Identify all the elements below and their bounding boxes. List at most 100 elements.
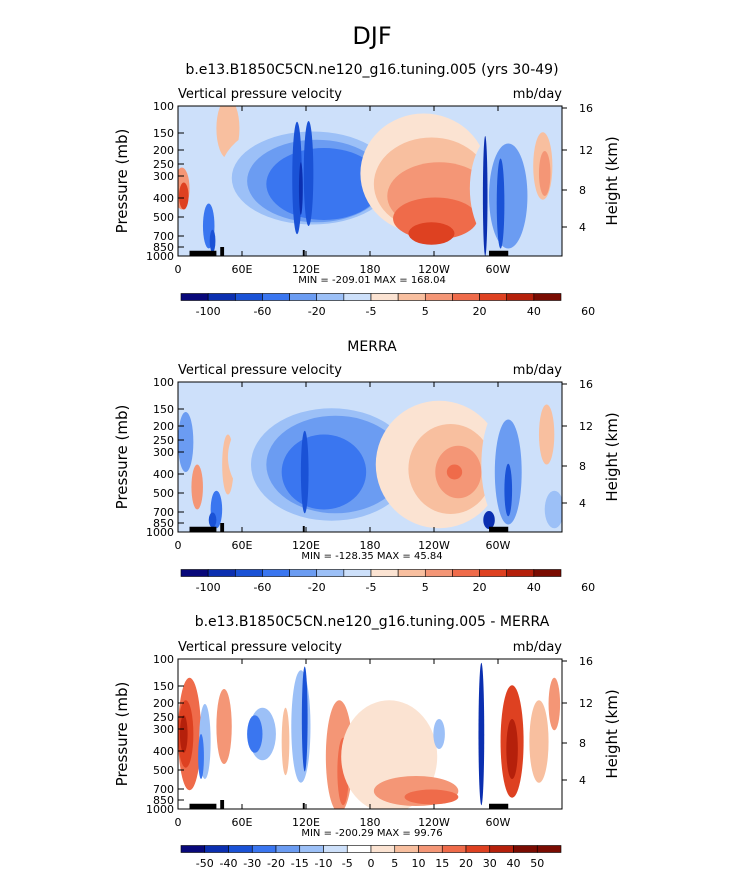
y-tick-label: 250 — [153, 711, 174, 724]
units-label: mb/day — [513, 640, 563, 655]
colorbar-swatch-6 — [316, 293, 345, 301]
colorbar-label: -100 — [196, 305, 221, 318]
y-tick-label: 850 — [153, 794, 174, 807]
colorbar-label: 5 — [422, 581, 429, 594]
colorbar-swatch-12 — [479, 569, 508, 577]
contour-region-6 — [209, 229, 216, 253]
y-tick-label: 250 — [153, 434, 174, 447]
y-tick-label: 250 — [153, 158, 174, 171]
colorbar-swatch-16 — [536, 845, 562, 853]
colorbar-label: -5 — [366, 581, 377, 594]
colorbar: -100 -60 -20 -5 5 20 40 60 — [180, 293, 595, 318]
colorbar-label: 20 — [473, 305, 487, 318]
contour-region-22 — [496, 158, 505, 249]
contour-region-17 — [433, 719, 445, 749]
colorbar-swatch-4 — [251, 845, 277, 853]
y-tick-label: 1000 — [146, 526, 174, 539]
y-tick-label: 200 — [153, 144, 174, 157]
y-tick-label: 1000 — [146, 250, 174, 263]
min-max-stats: MIN = -209.01 MAX = 168.04 — [298, 275, 446, 286]
contour-region-20 — [506, 719, 518, 779]
heatmap-field — [178, 106, 562, 256]
contour-region-2 — [178, 412, 194, 472]
colorbar-label: 10 — [412, 857, 426, 870]
colorbar-swatch-1 — [180, 569, 209, 577]
topography-mask-3 — [489, 526, 509, 532]
topography-mask-2 — [220, 800, 225, 809]
colorbar-label: 60 — [581, 581, 595, 594]
contour-region-10 — [301, 666, 308, 772]
colorbar-swatch-6 — [299, 845, 324, 853]
chart-title: b.e13.B1850C5CN.ne120_g16.tuning.005 - M… — [195, 614, 550, 630]
colorbar-swatch-14 — [489, 845, 514, 853]
colorbar-swatch-2 — [204, 845, 229, 853]
colorbar-label: -30 — [243, 857, 261, 870]
colorbar-label: -40 — [220, 857, 238, 870]
y-tick-label: 400 — [153, 468, 174, 481]
y-tick-label: 300 — [153, 170, 174, 183]
x-tick-label: 60E — [232, 539, 253, 552]
colorbar-swatch-12 — [479, 293, 508, 301]
y-tick-label: 500 — [153, 211, 174, 224]
y-tick-label: 100 — [153, 100, 174, 113]
y2-tick-label: 16 — [579, 378, 593, 391]
colorbar-label: -15 — [291, 857, 309, 870]
colorbar-label: 30 — [483, 857, 497, 870]
y-axis-label: Pressure (mb) — [113, 682, 131, 787]
y-tick-label: 700 — [153, 506, 174, 519]
topography-mask-3 — [489, 803, 509, 809]
y-tick-label: 150 — [153, 403, 174, 416]
y-tick-label: 300 — [153, 446, 174, 459]
page-title: DJF — [352, 22, 391, 50]
contour-region-6 — [208, 512, 217, 528]
colorbar-swatch-11 — [418, 845, 443, 853]
contour-region-11 — [292, 121, 302, 235]
y2-tick-label: 4 — [579, 774, 586, 787]
variable-label: Vertical pressure velocity — [178, 640, 342, 655]
colorbar-swatch-4 — [262, 293, 290, 301]
y-tick-label: 400 — [153, 192, 174, 205]
y-tick-label: 850 — [153, 517, 174, 530]
contour-region-20 — [489, 143, 528, 249]
colorbar-label: 15 — [435, 857, 449, 870]
y-tick-label: 500 — [153, 764, 174, 777]
y-tick-label: 300 — [153, 723, 174, 736]
min-max-stats: MIN = -128.35 MAX = 45.84 — [301, 551, 442, 562]
contour-region-21 — [544, 490, 562, 529]
y2-axis-label: Height (km) — [603, 689, 621, 778]
contour-region-19 — [483, 511, 495, 529]
contour-region-3 — [178, 182, 189, 210]
contour-region-13 — [298, 162, 303, 215]
contour-region-5 — [198, 734, 204, 779]
contour-region-11 — [281, 707, 290, 776]
y-tick-label: 850 — [153, 241, 174, 254]
x-tick-label: 180 — [360, 816, 381, 829]
topography-mask-1 — [189, 526, 217, 532]
colorbar-swatch-5 — [289, 569, 318, 577]
contour-region-10 — [281, 434, 367, 510]
y2-tick-label: 16 — [579, 102, 593, 115]
topography-mask-3 — [489, 250, 509, 256]
colorbar-swatch-9 — [397, 569, 426, 577]
colorbar-swatch-11 — [452, 569, 480, 577]
colorbar-swatch-7 — [343, 569, 372, 577]
y-tick-label: 150 — [153, 680, 174, 693]
contour-region-8 — [247, 715, 263, 753]
contour-region-21 — [482, 136, 488, 256]
x-tick-label: 0 — [175, 263, 182, 276]
colorbar-label: 50 — [530, 857, 544, 870]
x-tick-label: 120W — [418, 539, 450, 552]
colorbar-swatch-10 — [394, 845, 419, 853]
colorbar-swatch-9 — [397, 293, 426, 301]
colorbar-label: 5 — [391, 857, 398, 870]
topography-mask-1 — [189, 803, 217, 809]
colorbar-label: 60 — [581, 305, 595, 318]
colorbar-label: 20 — [473, 581, 487, 594]
x-tick-label: 60W — [486, 263, 511, 276]
variable-label: Vertical pressure velocity — [178, 87, 342, 102]
colorbar-swatch-5 — [275, 845, 301, 853]
topography-mask-4 — [302, 250, 305, 256]
colorbar-label: 40 — [527, 305, 541, 318]
x-tick-label: 180 — [360, 539, 381, 552]
